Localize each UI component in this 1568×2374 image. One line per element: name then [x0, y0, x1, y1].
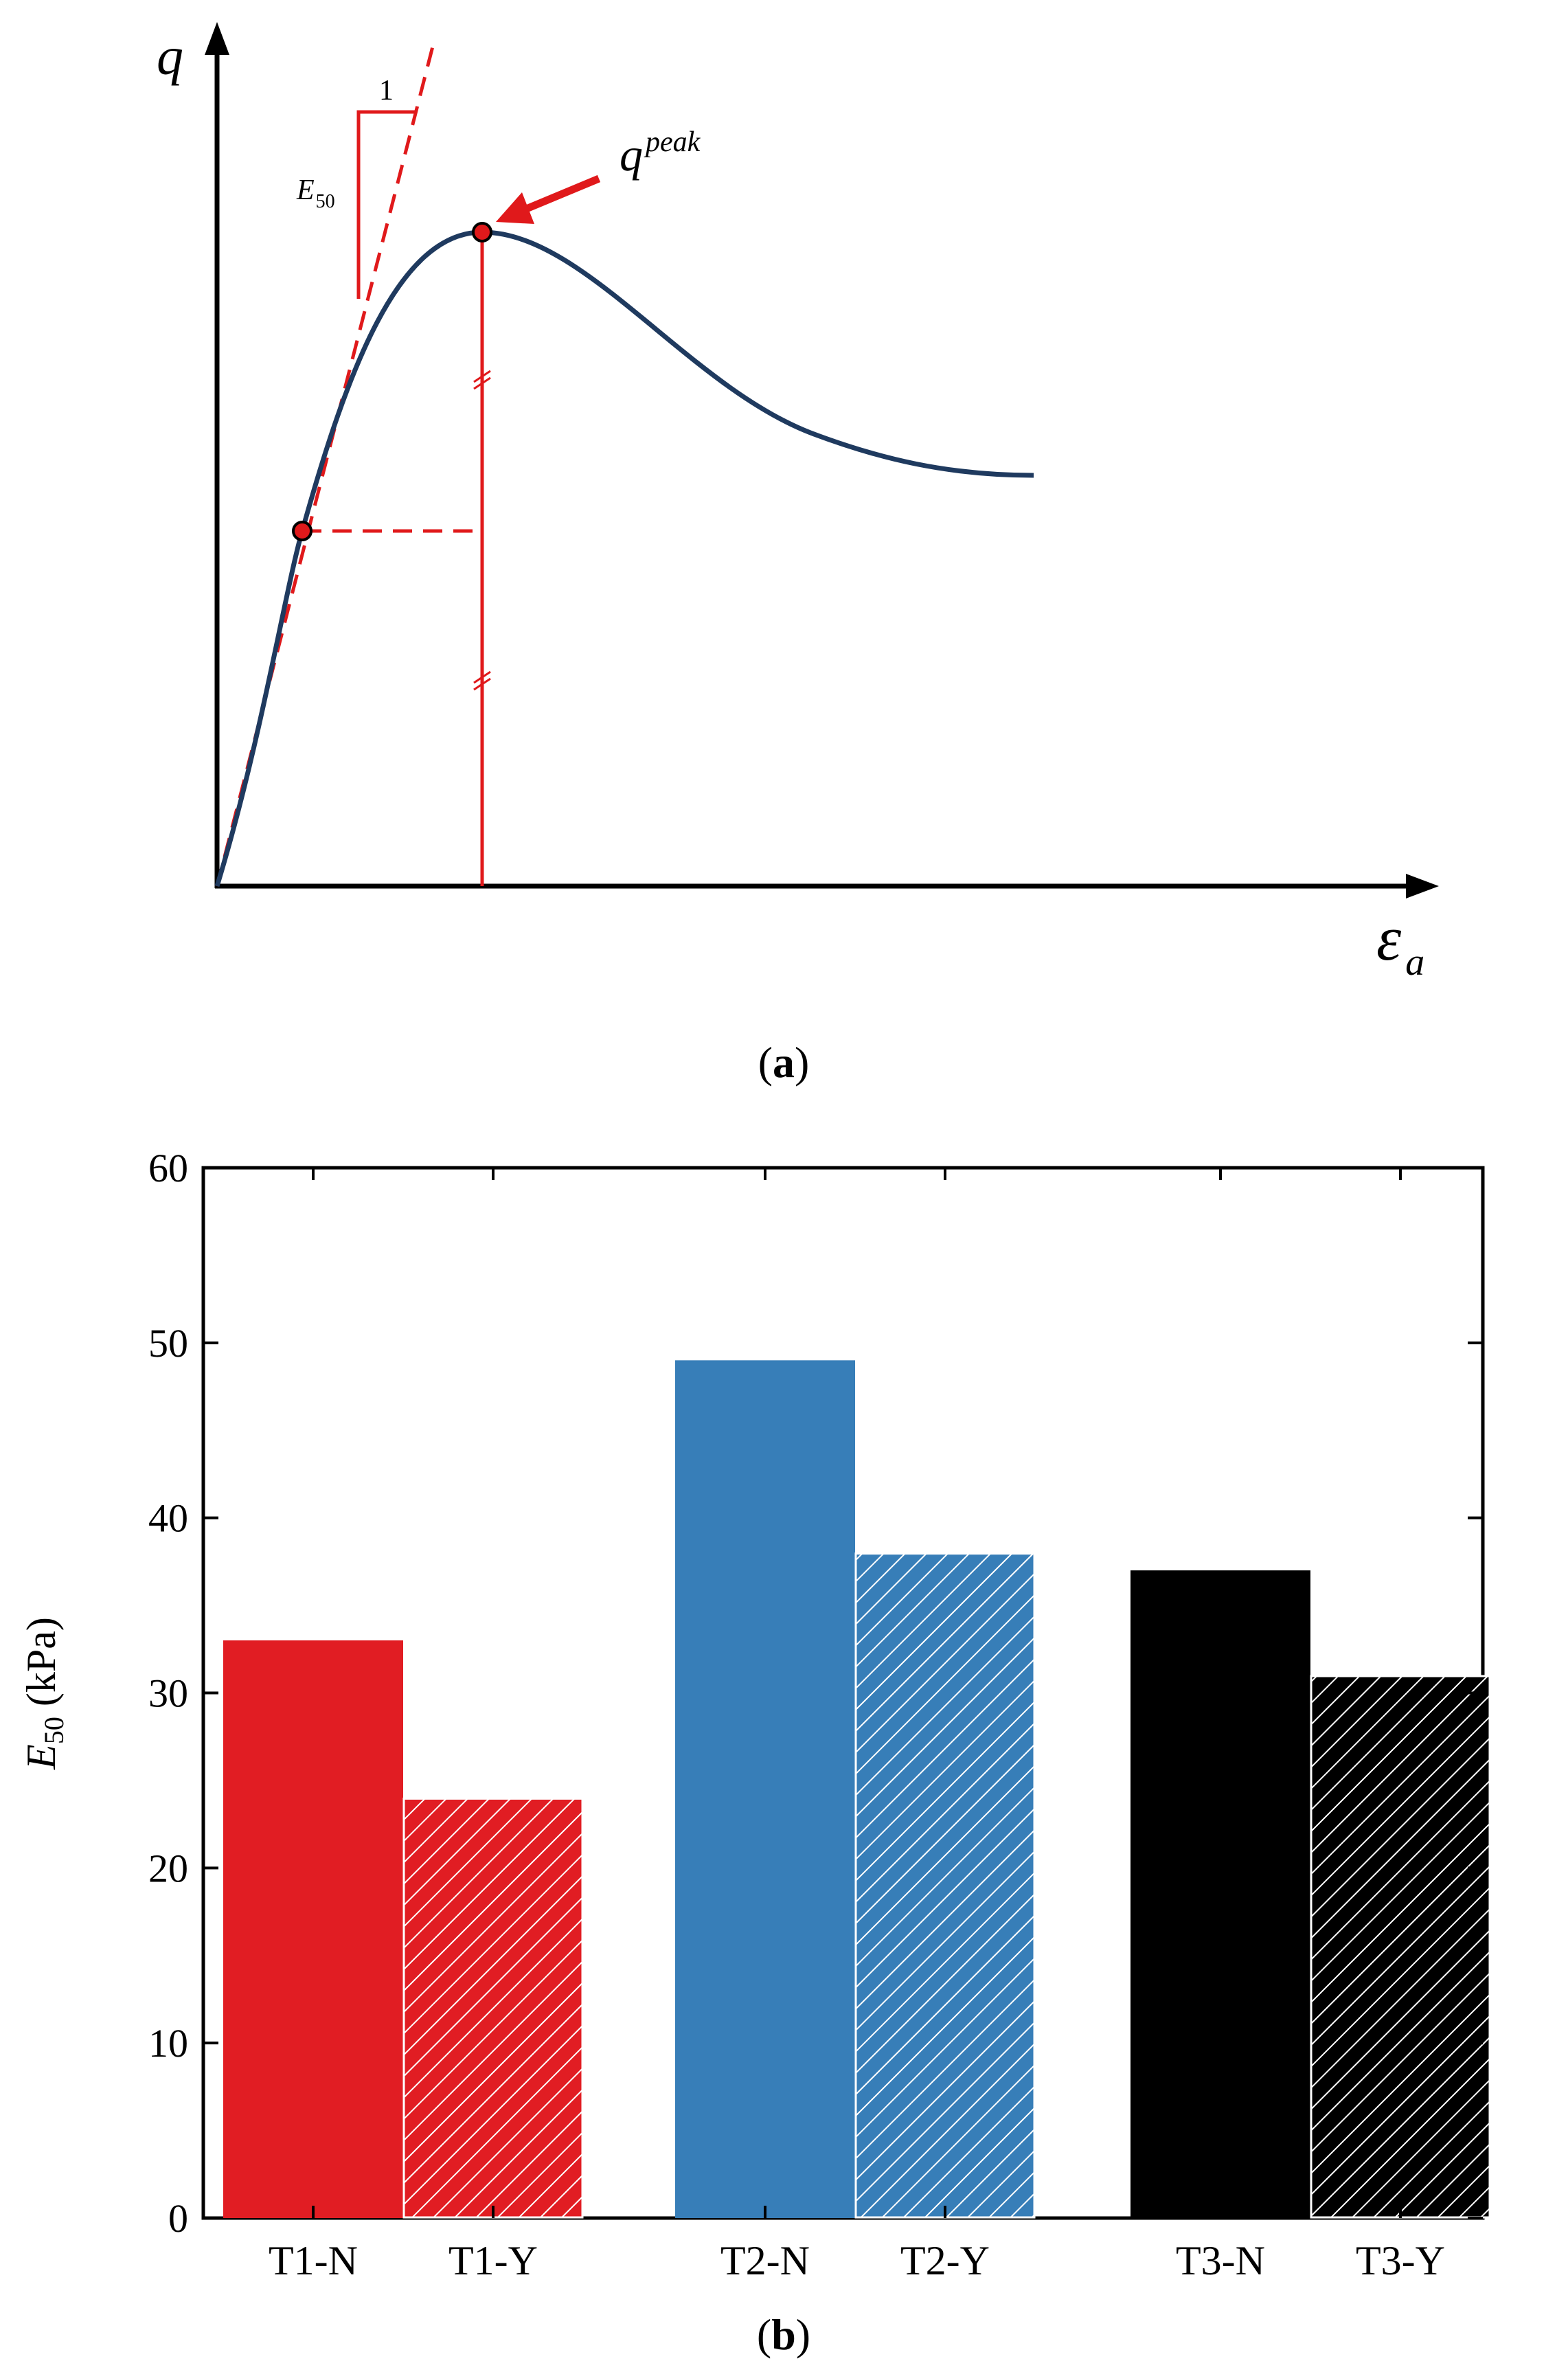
a-e50-subscript: 50 [316, 191, 335, 212]
x-tick-label-t2-y: T2-Y [900, 2238, 990, 2283]
a-x-axis-arrowhead [1406, 874, 1439, 898]
x-tick-label-t3-n: T3-N [1176, 2238, 1265, 2283]
a-half-peak-marker [292, 521, 313, 541]
a-x-axis-symbol: ε [1376, 903, 1402, 973]
y-tick-label-10: 10 [148, 2021, 188, 2066]
a-qpeak-symbol: q [620, 128, 643, 181]
bar-hatch-t3-y [1310, 1675, 1490, 2218]
a-slope-triangle [356, 110, 415, 299]
a-qpeak-label: qpeak [620, 126, 701, 181]
a-e50-symbol: E [296, 174, 315, 206]
x-tick-label-t2-n: T2-N [720, 2238, 810, 2283]
bar-hatch-t2-y [855, 1552, 1035, 2218]
a-caption: (a) [758, 1038, 810, 1087]
y-tick-label-40: 40 [148, 1496, 188, 1541]
x-tick-label-t3-y: T3-Y [1356, 2238, 1445, 2283]
y-tick-label-60: 60 [148, 1146, 188, 1190]
a-x-axis-subscript: a [1405, 941, 1424, 984]
a-y-axis-label: q [157, 26, 183, 86]
panel-b-bar-chart: 0 10 20 30 40 50 60 T1-N T1-Y T2-N T2-Y T3-N T3-Y E… [19, 1146, 1491, 2359]
y-tick-label-0: 0 [168, 2196, 188, 2241]
a-y-axis-arrowhead [205, 22, 229, 55]
a-slope-run-label: 1 [379, 75, 394, 106]
y-tick-label-50: 50 [148, 1321, 188, 1366]
bar-t3-n [1130, 1570, 1310, 2218]
bar-t2-n [675, 1360, 855, 2218]
a-peak-marker [472, 222, 492, 242]
b-y-axis-label: E50 (kPa) [19, 1617, 69, 1770]
a-tangent-line [215, 41, 436, 887]
b-hatches [402, 1552, 1491, 2219]
a-qpeak-superscript: peak [644, 126, 701, 158]
y-tick-label-30: 30 [148, 1671, 188, 1716]
a-e50-label: E50 [296, 174, 335, 212]
b-caption: (b) [757, 2310, 810, 2359]
b-x-ticks: T1-N T1-Y T2-N T2-Y T3-N T3-Y [269, 1168, 1445, 2283]
a-peak-arrowhead [496, 192, 534, 224]
x-tick-label-t1-n: T1-N [269, 2238, 358, 2283]
bar-hatch-t1-y [403, 1798, 583, 2218]
y-tick-label-20: 20 [148, 1846, 188, 1890]
b-y-ticks: 0 10 20 30 40 50 60 [148, 1146, 1483, 2241]
x-tick-label-t1-y: T1-Y [448, 2238, 538, 2283]
a-break-marks [473, 370, 491, 691]
a-stress-strain-curve [214, 229, 1034, 888]
bar-t1-n [223, 1640, 403, 2218]
a-peak-arrow-shaft [514, 174, 601, 217]
